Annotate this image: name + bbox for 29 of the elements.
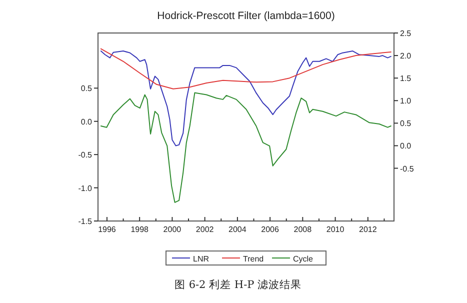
y2-tick-label: 0.0 [400, 142, 412, 151]
x-tick-label: 1998 [130, 225, 150, 234]
legend-label: LNR [193, 254, 210, 264]
y2-tick-label: 2.0 [400, 52, 412, 61]
y-tick-label: 0.0 [80, 117, 93, 126]
legend-label: Cycle [293, 254, 314, 264]
x-tick-label: 2000 [163, 225, 182, 234]
y2-tick-label: 2.5 [400, 29, 412, 38]
x-tick-label: 2012 [359, 225, 378, 234]
y2-tick-label: -0.5 [400, 164, 414, 174]
y2-tick-label: 1.5 [400, 74, 412, 84]
x-tick-label: 2006 [261, 225, 280, 234]
legend-label: Trend [243, 254, 264, 264]
chart-title: Hodrick-Prescott Filter (lambda=1600) [157, 10, 335, 22]
x-tick-label: 2002 [196, 225, 214, 234]
y-tick-label: -1.5 [78, 217, 93, 226]
y2-tick-label: 1.0 [400, 96, 412, 106]
y-tick-label: -0.5 [78, 150, 93, 160]
caption: 图 6-2 利差 H-P 滤波结果 [174, 278, 302, 291]
x-tick-label: 2010 [326, 225, 345, 234]
y-tick-label: 0.5 [80, 84, 93, 94]
y-tick-label: -1.0 [78, 184, 93, 193]
x-tick-label: 1996 [98, 225, 116, 234]
line-series [100, 50, 392, 146]
line-series [100, 92, 392, 203]
line-series [100, 48, 392, 90]
y2-tick-label: 0.5 [400, 119, 412, 128]
x-tick-label: 2004 [228, 225, 247, 234]
x-tick-label: 2008 [294, 225, 312, 234]
